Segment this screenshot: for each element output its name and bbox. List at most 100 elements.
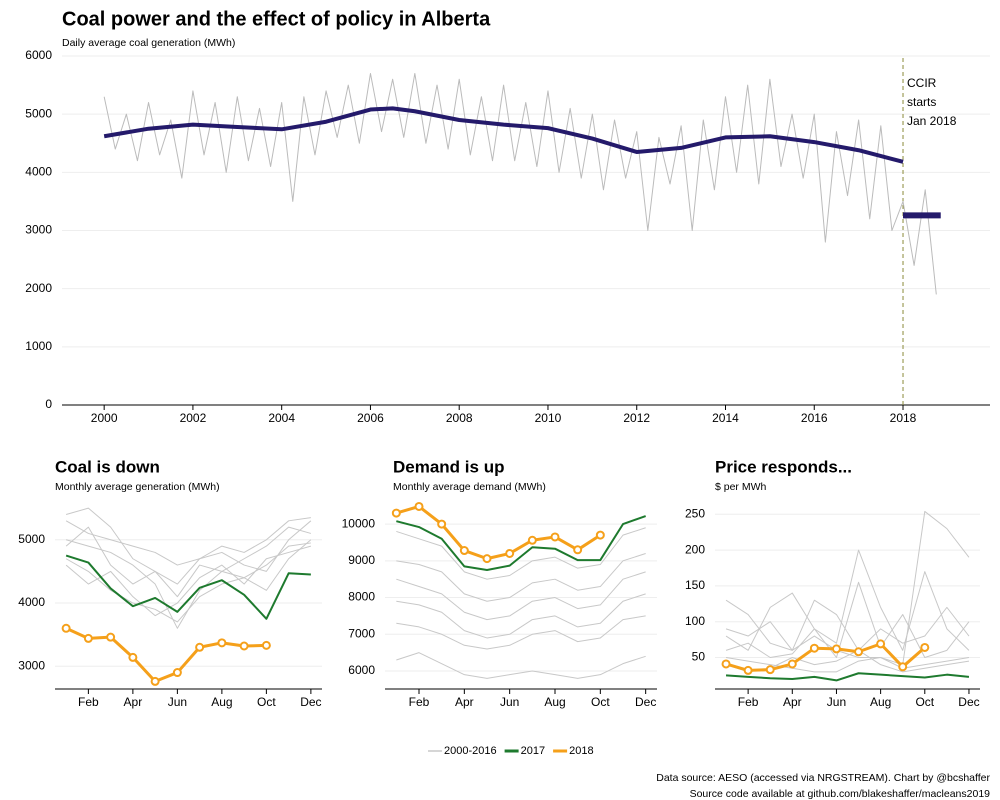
- x-tick-label: Apr: [455, 695, 474, 709]
- point: [721, 659, 731, 669]
- series-line: [65, 545, 312, 617]
- chart-subtitle: Monthly average demand (MWh): [393, 481, 546, 493]
- y-tick-label: 8000: [348, 590, 375, 604]
- series-line: [725, 599, 970, 651]
- series-line: [725, 581, 970, 658]
- x-tick-label: Feb: [78, 695, 99, 709]
- point: [920, 642, 930, 652]
- point: [83, 633, 93, 643]
- series-line: [725, 672, 970, 682]
- y-tick-label: 9000: [348, 553, 375, 567]
- point: [765, 665, 775, 675]
- x-tick-label: Aug: [870, 695, 891, 709]
- point: [391, 508, 401, 518]
- point: [743, 665, 753, 675]
- point: [482, 554, 492, 564]
- x-tick-label: 2006: [357, 411, 384, 425]
- series-line: [396, 571, 646, 621]
- annotation-text: CCIR: [907, 76, 937, 90]
- point: [787, 659, 797, 669]
- chart-title: Demand is up: [393, 457, 504, 476]
- x-tick-label: Jun: [500, 695, 519, 709]
- point: [150, 676, 160, 686]
- series-line: [65, 517, 311, 566]
- chart-title: Price responds...: [715, 457, 852, 476]
- x-tick-label: Jun: [827, 695, 846, 709]
- point: [898, 662, 908, 672]
- y-tick-label: 4000: [25, 165, 52, 179]
- x-tick-label: Feb: [738, 695, 759, 709]
- y-tick-label: 3000: [25, 223, 52, 237]
- series-line: [103, 106, 904, 164]
- chart-subtitle: $ per MWh: [715, 481, 767, 493]
- x-tick-label: Dec: [300, 695, 321, 709]
- x-tick-label: Feb: [409, 695, 430, 709]
- chart-title: Coal power and the effect of policy in A…: [62, 8, 491, 30]
- series-line: [725, 510, 970, 666]
- x-tick-label: 2012: [623, 411, 650, 425]
- x-tick-label: 2014: [712, 411, 739, 425]
- legend-label: 2018: [569, 745, 593, 757]
- series-line: [65, 526, 312, 598]
- y-tick-label: 5000: [25, 106, 52, 120]
- series-line: [103, 72, 937, 295]
- chart-subtitle: Daily average coal generation (MWh): [62, 37, 235, 49]
- footer-text: Source code available at github.com/blak…: [690, 788, 991, 800]
- series-line: [65, 554, 311, 620]
- series-line: [396, 527, 646, 580]
- point: [527, 535, 537, 545]
- point: [414, 501, 424, 511]
- y-tick-label: 6000: [25, 48, 52, 62]
- point: [437, 519, 447, 529]
- x-tick-label: 2010: [535, 411, 562, 425]
- point: [595, 530, 605, 540]
- point: [854, 647, 864, 657]
- chart-subtitle: Monthly average generation (MWh): [55, 481, 220, 493]
- x-tick-label: Jun: [168, 695, 187, 709]
- y-tick-label: 7000: [348, 626, 375, 640]
- series-line: [725, 549, 970, 651]
- point: [876, 639, 886, 649]
- y-tick-label: 50: [692, 650, 706, 664]
- x-tick-label: Apr: [124, 695, 143, 709]
- x-tick-label: 2000: [91, 411, 118, 425]
- series-line: [395, 504, 602, 561]
- x-tick-label: Aug: [544, 695, 565, 709]
- series-line: [725, 642, 926, 672]
- x-tick-label: Aug: [211, 695, 232, 709]
- point: [505, 548, 515, 558]
- y-tick-label: 2000: [25, 281, 52, 295]
- y-tick-label: 3000: [18, 658, 45, 672]
- x-tick-label: 2016: [801, 411, 828, 425]
- legend-label: 2017: [521, 745, 545, 757]
- series-line: [396, 615, 646, 650]
- x-tick-label: Dec: [958, 695, 979, 709]
- y-tick-label: 1000: [25, 339, 52, 353]
- x-tick-label: Dec: [635, 695, 656, 709]
- y-tick-label: 5000: [18, 532, 45, 546]
- point: [261, 640, 271, 650]
- series-line: [396, 515, 647, 572]
- y-tick-label: 100: [685, 614, 705, 628]
- point: [459, 546, 469, 556]
- y-tick-label: 250: [685, 506, 705, 520]
- x-tick-label: Apr: [783, 695, 802, 709]
- y-tick-label: 0: [45, 397, 52, 411]
- point: [106, 632, 116, 642]
- y-tick-label: 150: [685, 578, 705, 592]
- series-line: [65, 626, 267, 683]
- point: [550, 532, 560, 542]
- point: [61, 623, 71, 633]
- x-tick-label: 2008: [446, 411, 473, 425]
- annotation-text: Jan 2018: [907, 114, 957, 128]
- y-tick-label: 10000: [342, 516, 376, 530]
- series-line: [65, 526, 312, 629]
- series-line: [65, 542, 311, 623]
- x-tick-label: 2002: [180, 411, 207, 425]
- point: [831, 644, 841, 654]
- point: [239, 641, 249, 651]
- x-tick-label: 2018: [890, 411, 917, 425]
- y-tick-label: 4000: [18, 595, 45, 609]
- point: [573, 545, 583, 555]
